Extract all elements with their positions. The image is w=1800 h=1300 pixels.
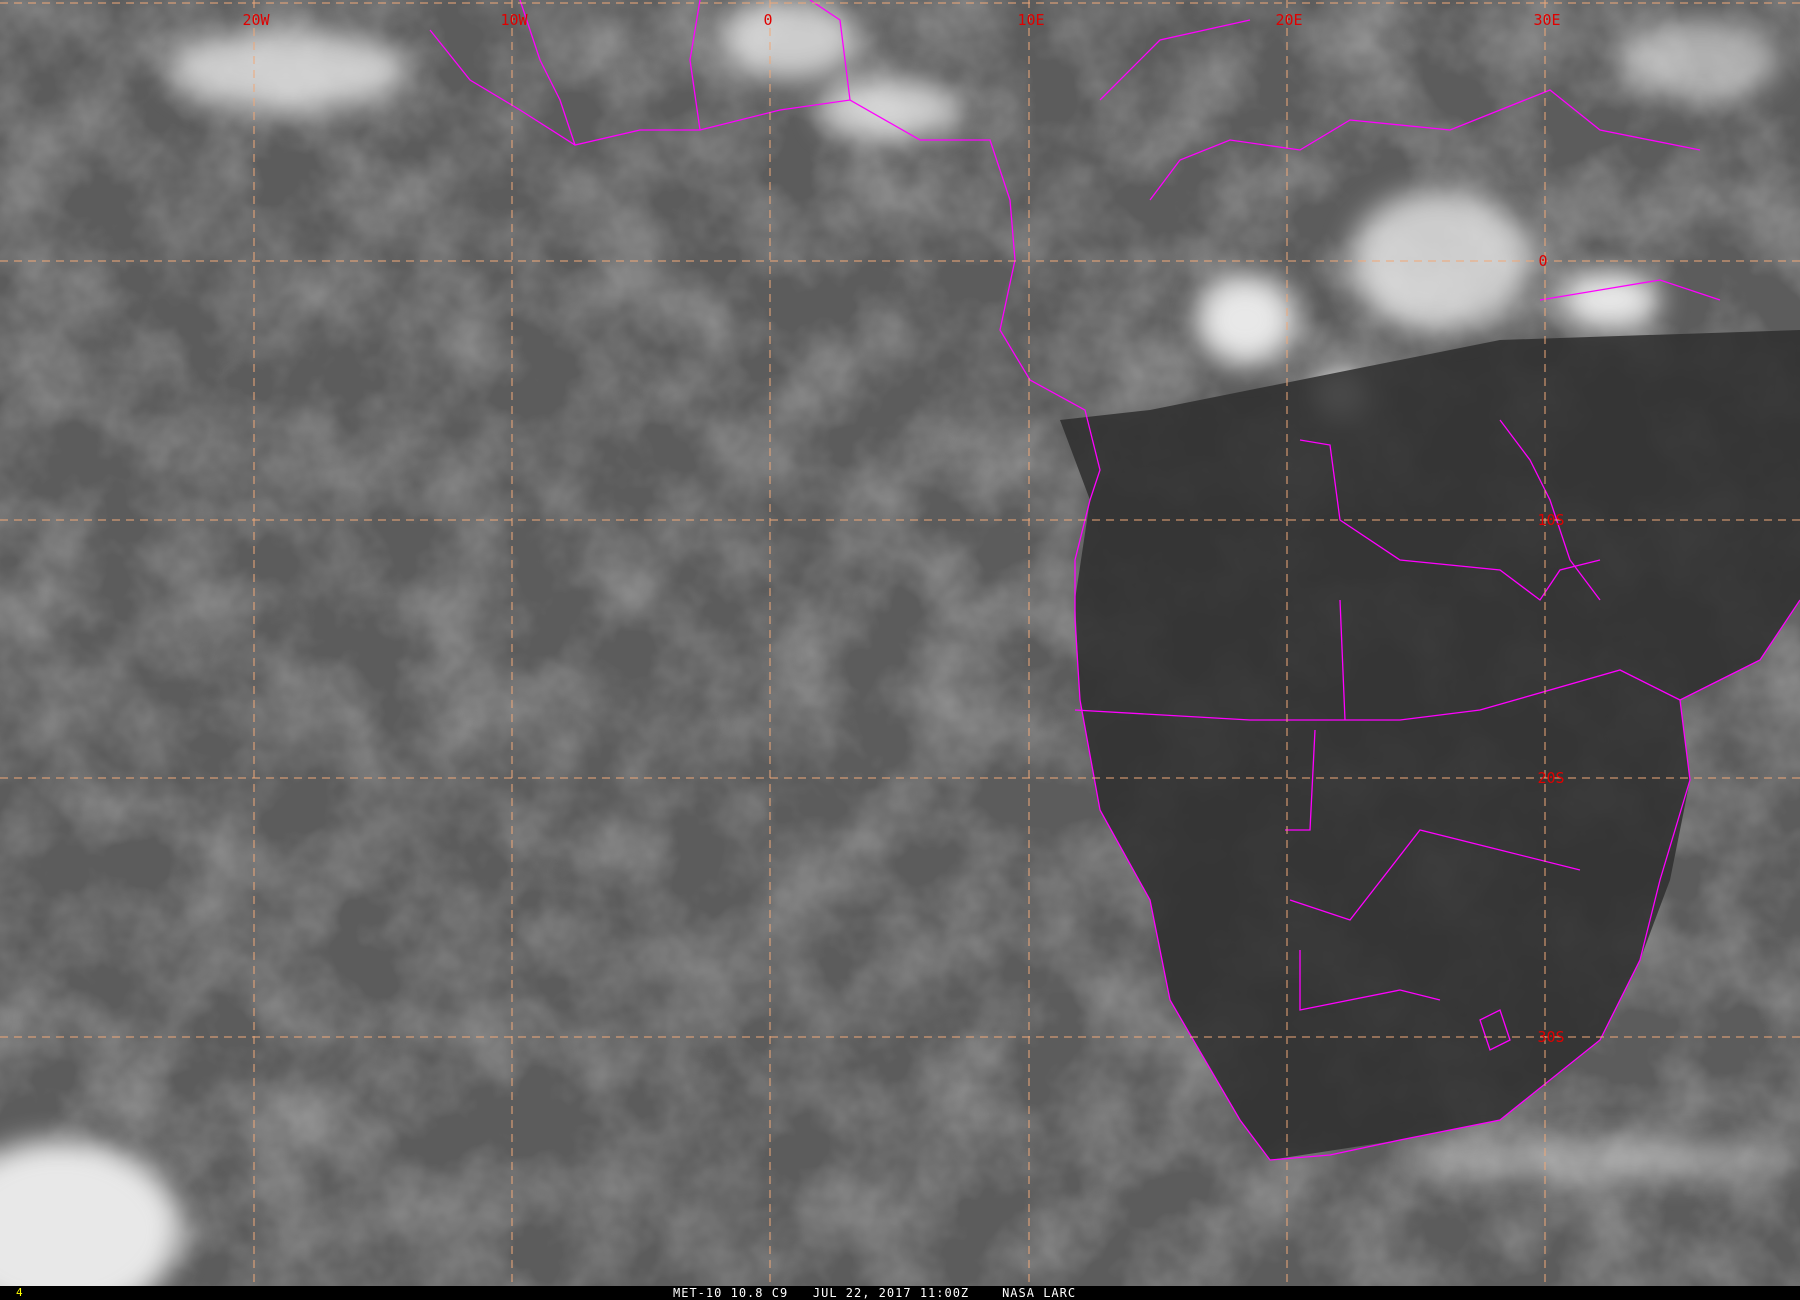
- band: C9: [771, 1286, 789, 1300]
- date: JUL 22, 2017: [812, 1286, 912, 1300]
- lon-label: 0: [763, 11, 772, 29]
- caption-bar: 4 MET-10 10.8 C9 JUL 22, 2017 11:00Z NAS…: [0, 1286, 1800, 1300]
- lon-label: 20E: [1275, 11, 1302, 29]
- lon-label: 10W: [500, 11, 528, 29]
- lat-label: 10S: [1537, 511, 1564, 529]
- latitude-labels: 0 10S 20S 30S: [1537, 252, 1564, 1046]
- satellite-name: MET-10: [673, 1286, 723, 1300]
- lon-label: 20W: [242, 11, 270, 29]
- longitude-labels: 20W 10W 0 10E 20E 30E: [242, 11, 1560, 29]
- lon-label: 30E: [1533, 11, 1560, 29]
- image-caption: MET-10 10.8 C9 JUL 22, 2017 11:00Z NASA …: [673, 1286, 1076, 1300]
- africa-landmass: [1060, 330, 1800, 1160]
- lat-label: 0: [1538, 252, 1547, 270]
- time: 11:00Z: [919, 1286, 970, 1300]
- lon-label: 10E: [1017, 11, 1044, 29]
- frame-number: 4: [16, 1286, 23, 1299]
- lat-label: 30S: [1537, 1028, 1564, 1046]
- country-borders: [429, 0, 1800, 1161]
- source: NASA LARC: [1002, 1286, 1077, 1300]
- channel: 10.8: [730, 1286, 764, 1300]
- lat-label: 20S: [1537, 769, 1564, 787]
